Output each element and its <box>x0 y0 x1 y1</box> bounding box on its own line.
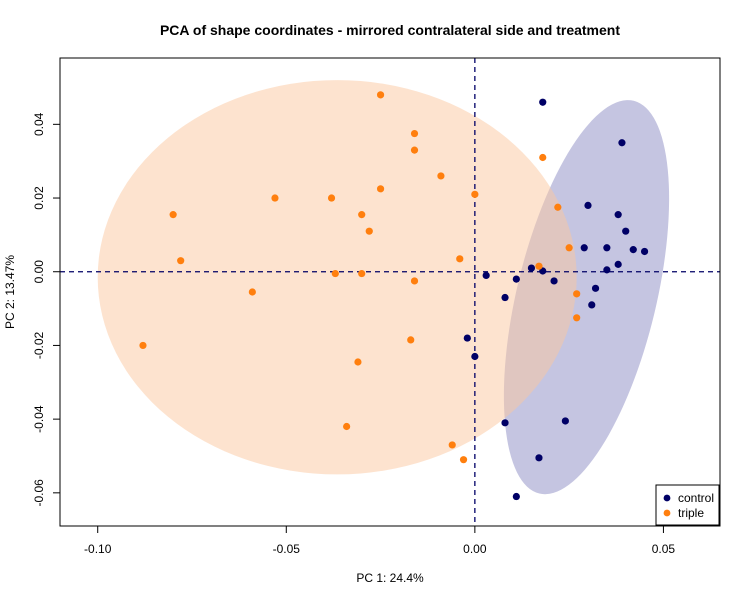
point-triple <box>410 129 419 138</box>
x-tick-label: 0.05 <box>652 542 676 556</box>
point-control <box>512 492 520 501</box>
reference-lines <box>60 58 720 526</box>
point-control <box>501 419 509 427</box>
point-control <box>603 244 611 252</box>
point-triple <box>565 244 573 252</box>
legend: control triple <box>655 484 720 526</box>
point-control <box>640 247 649 256</box>
legend-box <box>655 484 720 526</box>
point-control <box>622 227 630 235</box>
point-triple <box>410 146 419 154</box>
y-tick-label: 0.00 <box>32 260 46 284</box>
point-control <box>629 246 637 254</box>
point-control <box>482 271 490 280</box>
point-triple <box>573 290 581 298</box>
point-triple <box>327 194 336 202</box>
legend-marker-triple <box>663 509 671 517</box>
point-control <box>539 98 547 106</box>
point-triple <box>248 288 256 296</box>
point-triple <box>573 314 581 322</box>
point-control <box>588 301 596 309</box>
point-triple <box>343 422 351 431</box>
point-control <box>591 284 600 292</box>
point-control <box>580 244 588 252</box>
point-triple <box>358 269 366 278</box>
point-triple <box>471 190 479 198</box>
point-control <box>603 266 611 274</box>
point-control <box>463 334 471 342</box>
point-triple <box>376 91 385 99</box>
point-control <box>584 201 592 210</box>
x-axis-label: PC 1: 24.4% <box>356 571 424 585</box>
point-control <box>618 139 626 147</box>
point-triple <box>177 257 185 265</box>
point-triple <box>535 262 543 270</box>
point-control <box>501 293 509 302</box>
legend-marker-control <box>663 494 671 502</box>
point-triple <box>271 194 279 202</box>
legend-label-control: control <box>678 491 714 505</box>
confidence-ellipses <box>97 80 670 495</box>
point-triple <box>139 341 147 350</box>
point-triple <box>358 211 366 219</box>
point-triple <box>459 456 468 464</box>
point-control <box>527 264 536 272</box>
y-tick-label: -0.04 <box>32 405 46 433</box>
point-triple <box>365 227 373 235</box>
point-triple <box>169 211 177 219</box>
legend-label-triple: triple <box>678 506 704 520</box>
point-control <box>614 260 622 268</box>
ellipse-triple <box>97 80 577 475</box>
x-tick-label: -0.05 <box>273 542 301 556</box>
y-tick-label: -0.06 <box>32 479 46 507</box>
y-tick-label: -0.02 <box>32 331 46 359</box>
y-tick-label: 0.02 <box>32 186 46 210</box>
ellipse-control <box>503 100 670 495</box>
point-triple <box>539 153 547 162</box>
point-control <box>512 275 520 283</box>
y-axis-label: PC 2: 13.47% <box>3 255 17 329</box>
chart-title: PCA of shape coordinates - mirrored cont… <box>160 22 620 38</box>
point-triple <box>331 269 339 278</box>
point-triple <box>437 172 445 180</box>
x-tick-label: 0.00 <box>463 542 487 556</box>
point-triple <box>448 441 456 449</box>
y-axis: -0.06 -0.04 -0.02 0.00 0.02 0.04 <box>32 112 61 507</box>
point-triple <box>554 203 562 211</box>
point-control <box>561 417 569 425</box>
point-control <box>471 352 479 361</box>
point-control <box>535 454 543 462</box>
point-triple <box>410 277 419 285</box>
point-triple <box>456 255 464 263</box>
x-tick-label: -0.10 <box>84 542 112 556</box>
point-control <box>550 277 558 285</box>
point-triple <box>376 185 385 193</box>
point-triple <box>407 336 415 344</box>
point-triple <box>354 358 362 366</box>
point-control <box>614 211 622 219</box>
y-tick-label: 0.04 <box>32 112 46 136</box>
x-axis: -0.10 -0.05 0.00 0.05 <box>84 525 676 556</box>
data-points <box>139 91 649 501</box>
